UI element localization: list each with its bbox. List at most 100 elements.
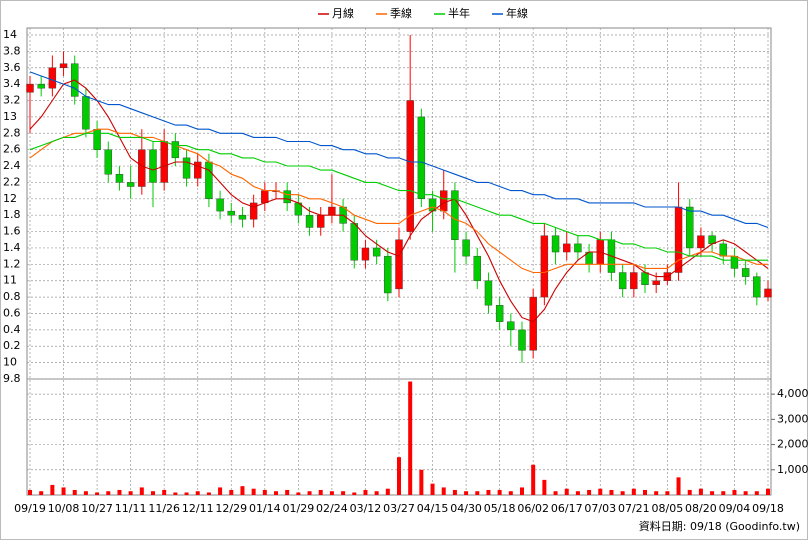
volume-bar [609, 489, 614, 495]
x-tick-label: 10/27 [81, 502, 113, 515]
candle-body [417, 116, 426, 200]
candle-body [238, 214, 247, 220]
candle-body [328, 206, 336, 216]
volume-bar [195, 491, 200, 495]
candle-body [372, 247, 381, 257]
legend-label: 季線 [390, 6, 412, 20]
candle-body [551, 235, 560, 253]
volume-bar [766, 488, 770, 495]
y-tick-label: 10 [3, 356, 17, 369]
candle-body [205, 161, 213, 200]
y-tick-label: 14 [3, 28, 17, 41]
candle-body [674, 206, 683, 273]
x-tick-label: 09/19 [14, 502, 46, 515]
volume-bar [687, 489, 692, 495]
y-tick-label: 0.2 [3, 339, 21, 352]
x-tick-label: 03/27 [383, 502, 415, 515]
candle-body [59, 63, 68, 68]
candle-body [540, 235, 549, 298]
volume-bar [218, 487, 223, 495]
x-tick-label: 04/15 [417, 502, 449, 515]
y-tick-label: 1.8 [3, 208, 21, 221]
volume-bar [307, 491, 312, 495]
x-tick-label: 07/21 [618, 502, 650, 515]
candle-body [686, 206, 694, 249]
candle-body [194, 161, 202, 179]
candle-body [361, 247, 370, 261]
volume-bar [285, 489, 290, 495]
volume-bar [363, 489, 368, 495]
candle-body [484, 280, 493, 306]
y-tick-label: 2.6 [3, 143, 21, 156]
candle-body [630, 272, 638, 290]
volume-bar [318, 489, 323, 495]
candle-body [305, 214, 314, 228]
volume-tick-label: 1,000 [777, 463, 808, 476]
volume-bar [262, 489, 267, 495]
x-tick-label: 06/17 [551, 502, 583, 515]
y-tick-label: 0.4 [3, 323, 21, 336]
volume-bar [408, 381, 413, 495]
volume-bar [61, 487, 66, 495]
volume-bar [475, 491, 480, 495]
volume-bar [531, 464, 536, 495]
volume-bar [352, 492, 357, 495]
volume-tick-label: 2,000 [777, 438, 808, 451]
y-tick-label: 0.8 [3, 290, 21, 303]
volume-tick-label: 4,000 [777, 387, 808, 400]
candle-body [283, 190, 291, 204]
x-tick-label: 01/14 [249, 502, 281, 515]
y-tick-label: 3.6 [3, 61, 21, 74]
volume-bar [39, 491, 44, 495]
volume-bar [50, 484, 55, 495]
volume-bar [397, 457, 401, 495]
candle-body [26, 83, 34, 93]
volume-bar [743, 491, 748, 495]
candle-body [126, 182, 135, 187]
volume-bar [564, 488, 569, 495]
volume-bar [341, 491, 346, 495]
candle-body [149, 149, 157, 183]
legend-label: 半年 [448, 6, 470, 20]
candle-body [249, 202, 258, 220]
candle-body [730, 255, 739, 269]
volume-bar [497, 489, 502, 495]
x-tick-label: 11/11 [115, 502, 147, 515]
volume-bar [251, 488, 256, 495]
volume-bar [162, 489, 167, 495]
x-tick-label: 07/03 [584, 502, 616, 515]
y-tick-label: 0.6 [3, 306, 21, 319]
volume-bar [72, 489, 77, 495]
candle-body [495, 305, 504, 322]
y-tick-label: 1.2 [3, 257, 21, 270]
x-tick-label: 08/05 [652, 502, 684, 515]
volume-bar [206, 492, 211, 495]
x-tick-label: 11/26 [148, 502, 180, 515]
legend-label: 月線 [332, 6, 354, 20]
candle-body [618, 272, 627, 290]
volume-bar [710, 491, 715, 495]
candle-body [563, 243, 571, 253]
volume-bar [631, 488, 636, 495]
volume-bar [643, 489, 647, 495]
x-tick-label: 09/04 [719, 502, 751, 515]
y-tick-label: 9.8 [3, 372, 21, 385]
volume-bar [329, 491, 334, 495]
volume-bar [520, 487, 524, 495]
candle-body [440, 190, 448, 212]
volume-bar [28, 489, 32, 495]
volume-bar [430, 483, 435, 495]
x-tick-label: 12/29 [215, 502, 247, 515]
candle-body [216, 198, 224, 212]
candle-body [741, 268, 750, 277]
volume-bar [620, 491, 625, 495]
volume-bar [676, 477, 681, 495]
y-tick-label: 3.2 [3, 94, 21, 107]
volume-bar [721, 491, 726, 495]
candle-body [764, 288, 772, 298]
candle-body [261, 190, 269, 204]
candle-body [350, 223, 358, 261]
candle-body [652, 280, 660, 286]
volume-bar [452, 489, 457, 495]
